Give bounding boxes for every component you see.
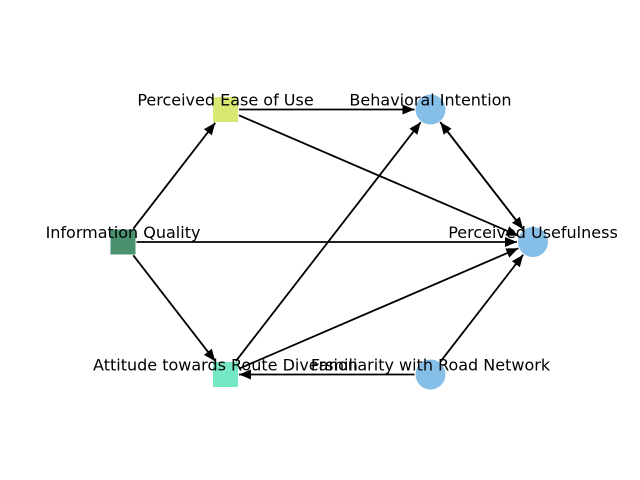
node-label-pu: Perceived Usefulness bbox=[448, 223, 618, 242]
node-label-peou: Perceived Ease of Use bbox=[137, 91, 313, 110]
node-label-atrd: Attitude towards Route Diversion bbox=[93, 356, 358, 375]
labels-layer: Perceived Ease of Use Behavioral Intentio… bbox=[46, 91, 618, 375]
edge-frn-to-pu bbox=[439, 254, 524, 363]
edge-atrd-to-pu bbox=[238, 247, 519, 370]
node-frn bbox=[415, 359, 446, 390]
node-pu bbox=[518, 227, 548, 257]
edges-layer bbox=[132, 104, 524, 380]
edge-atrd-to-bi bbox=[235, 121, 422, 362]
node-label-frn: Familiarity with Road Network bbox=[311, 356, 551, 375]
node-bi bbox=[415, 94, 446, 125]
node-label-iq: Information Quality bbox=[46, 223, 201, 242]
node-iq bbox=[110, 229, 136, 255]
node-atrd bbox=[213, 362, 238, 387]
node-label-bi: Behavioral Intention bbox=[349, 91, 511, 110]
edge-iq-to-peou bbox=[132, 122, 216, 230]
node-peou bbox=[213, 97, 238, 122]
edge-iq-to-atrd bbox=[132, 254, 216, 362]
edge-bi-to-pu bbox=[439, 121, 524, 230]
nodes-layer bbox=[110, 94, 548, 390]
